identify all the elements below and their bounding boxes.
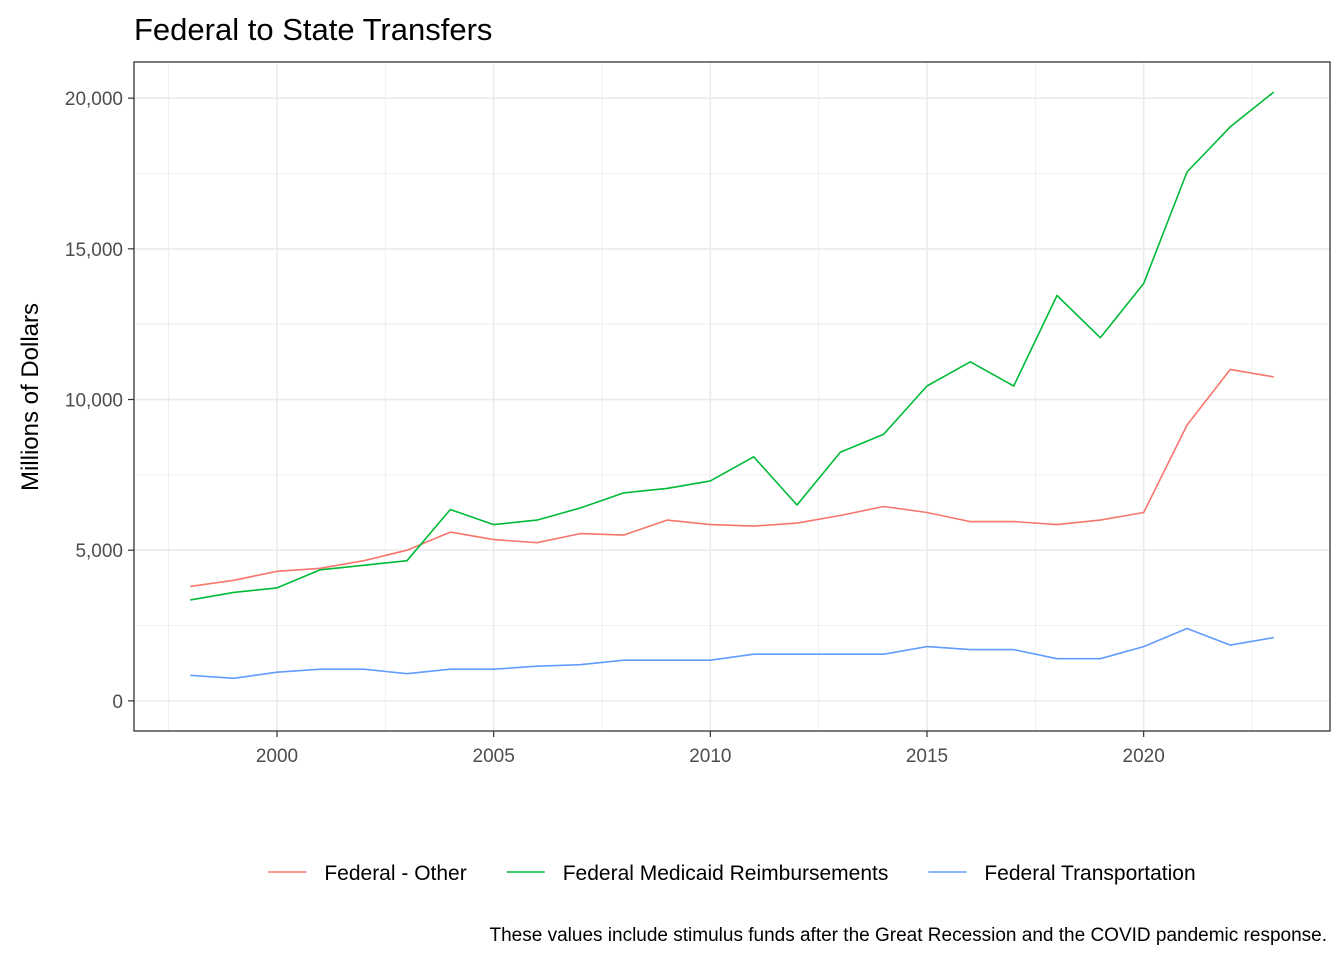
grid-minor xyxy=(134,62,1330,731)
x-tick-label: 2020 xyxy=(1123,746,1165,767)
plot-panel-border xyxy=(133,61,1331,732)
grid-major xyxy=(134,62,1330,731)
series-layer xyxy=(190,91,1275,680)
axis-ticks xyxy=(128,97,1145,737)
chart-title: Federal to State Transfers xyxy=(134,12,492,47)
legend-item: Federal - Other xyxy=(268,862,467,885)
y-tick-label: 10,000 xyxy=(65,391,123,412)
x-tick-label: 2005 xyxy=(473,746,515,767)
legend-label: Federal Medicaid Reimbursements xyxy=(563,862,889,885)
y-tick-labels: 0 5,000 10,000 15,000 20,000 xyxy=(65,89,123,713)
series-line-federal-medicaid-reimbursements xyxy=(190,91,1275,601)
y-tick-label: 15,000 xyxy=(65,240,123,261)
series-line-federal-other xyxy=(190,368,1274,588)
legend: Federal - Other Federal Medicaid Reimburs… xyxy=(268,862,1196,885)
y-tick-label: 0 xyxy=(112,692,123,713)
legend-label: Federal - Other xyxy=(324,862,466,885)
x-tick-labels: 2000 2005 2010 2015 2020 xyxy=(256,746,1165,767)
legend-item: Federal Transportation xyxy=(928,862,1196,885)
x-tick-label: 2015 xyxy=(906,746,948,767)
series-line-federal-transportation xyxy=(190,627,1274,680)
x-tick-label: 2000 xyxy=(256,746,298,767)
y-tick-label: 20,000 xyxy=(65,89,123,110)
legend-item: Federal Medicaid Reimbursements xyxy=(506,862,889,885)
y-tick-label: 5,000 xyxy=(75,541,123,562)
y-axis-label: Millions of Dollars xyxy=(17,303,44,491)
x-tick-label: 2010 xyxy=(689,746,731,767)
legend-label: Federal Transportation xyxy=(984,862,1195,885)
chart-caption: These values include stimulus funds afte… xyxy=(490,925,1328,946)
